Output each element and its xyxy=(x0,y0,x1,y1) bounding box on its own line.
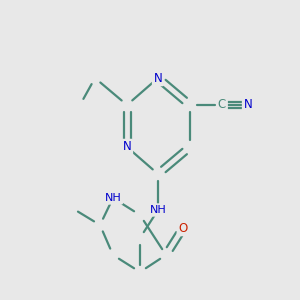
Text: N: N xyxy=(123,140,131,154)
Text: NH: NH xyxy=(105,193,122,203)
Text: C: C xyxy=(218,98,226,112)
Text: O: O xyxy=(178,221,188,235)
Text: NH: NH xyxy=(150,205,166,215)
Text: N: N xyxy=(154,71,162,85)
Text: N: N xyxy=(244,98,252,112)
